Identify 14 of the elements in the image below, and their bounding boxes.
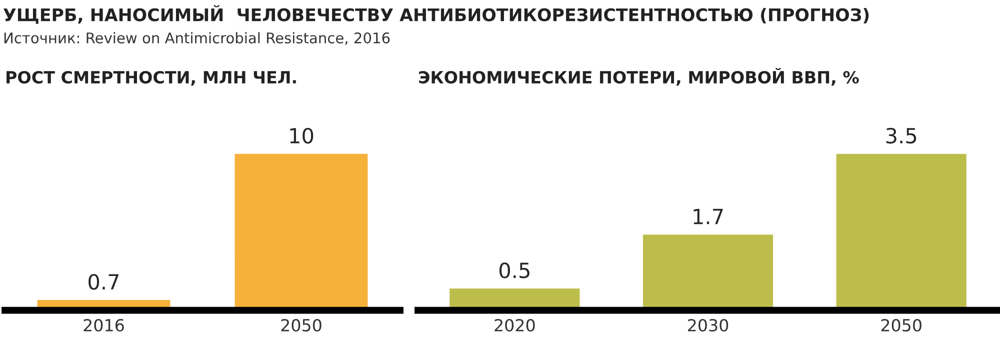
text: УЩЕРБ, НАНОСИМЫЙ ЧЕЛОВЕЧЕСТВУ АНТИБИОТИКОРЕЗИСТЕНТНОСТЬЮ (ПРОГНОЗ): [4, 5, 869, 24]
data-label: 0.5: [499, 262, 530, 278]
x-tick-label: 2050: [881, 318, 922, 332]
x-tick-label: 2020: [494, 318, 535, 332]
x-tick-label: 2016: [84, 318, 124, 332]
data-label: 0.7: [88, 274, 119, 290]
data-label: 1.7: [694, 208, 723, 224]
x-tick-label: 2050: [281, 318, 322, 332]
chart-title: РОСТ СМЕРТНОСТИ, МЛН ЧЕЛ.: [6, 70, 296, 86]
data-label: 3.5: [886, 128, 916, 144]
chart-title: ЭКОНОМИЧЕСКИЕ ПОТЕРИ, МИРОВОЙ ВВП, %: [419, 68, 859, 86]
x-tick-label: 2030: [688, 318, 728, 332]
text: Источник: Review on Antimicrobial Resistance, 2016: [4, 32, 390, 45]
data-label: 10: [290, 128, 314, 144]
